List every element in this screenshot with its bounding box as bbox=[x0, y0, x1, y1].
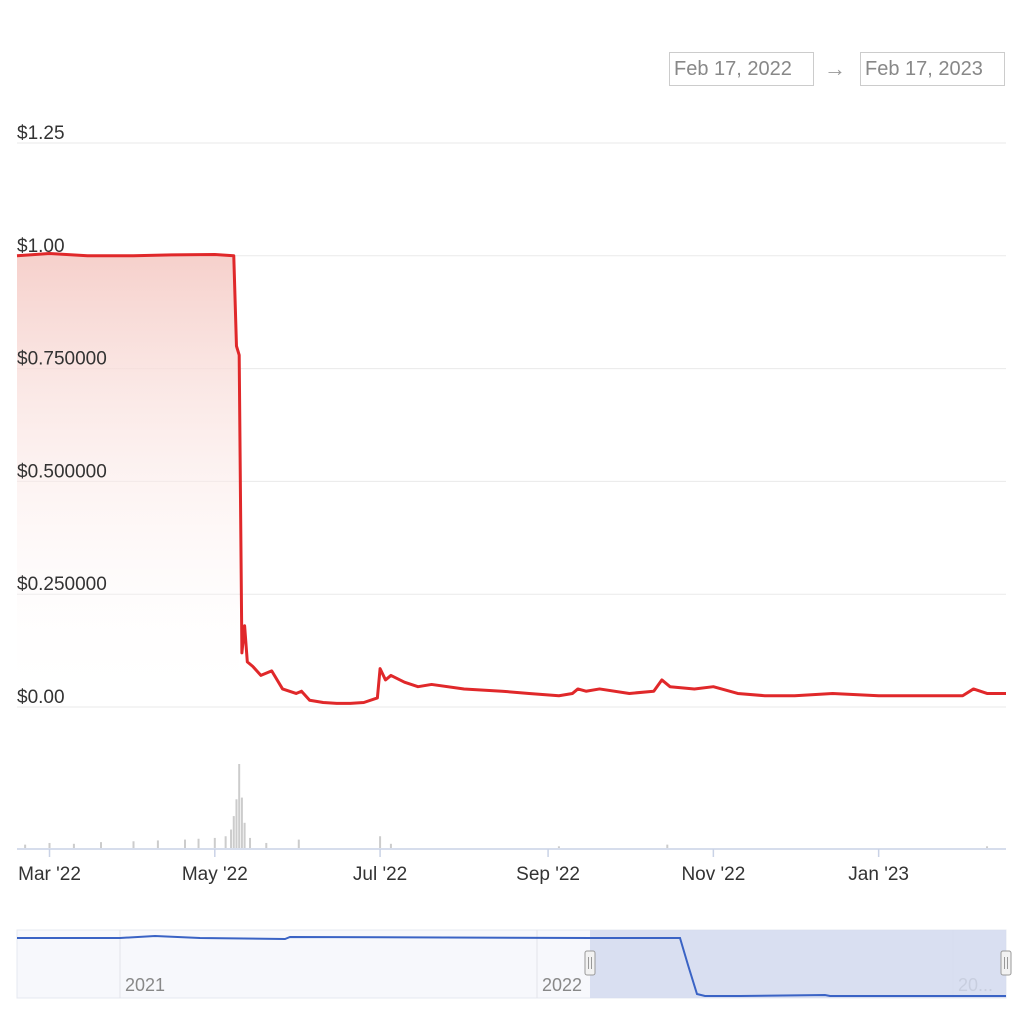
x-tick-label: Jan '23 bbox=[848, 864, 909, 885]
volume-bar bbox=[156, 840, 159, 848]
x-tick-label: Jul '22 bbox=[353, 864, 407, 885]
volume-bar bbox=[230, 829, 233, 848]
price-line bbox=[16, 252, 1006, 705]
volume-bar bbox=[232, 816, 235, 848]
volume-bar bbox=[132, 841, 135, 848]
volume-bar bbox=[379, 836, 382, 848]
navigator-handle-left[interactable] bbox=[584, 950, 596, 976]
x-tick-label: May '22 bbox=[182, 864, 248, 885]
navigator-selection[interactable] bbox=[590, 930, 1006, 998]
navigator-background bbox=[16, 929, 1007, 999]
volume-bar bbox=[265, 842, 268, 848]
volume-bar bbox=[243, 822, 246, 848]
volume-bar bbox=[240, 797, 243, 848]
volume-bar bbox=[297, 839, 300, 848]
volume-bar bbox=[213, 837, 216, 848]
y-tick-label: $0.00 bbox=[17, 687, 65, 708]
volume-bar bbox=[183, 839, 186, 848]
range-from-input[interactable]: Feb 17, 2022 bbox=[669, 52, 814, 86]
y-tick-label: $0.500000 bbox=[17, 461, 107, 482]
y-axis-labels: $1.25 $1.00 $0.750000 $0.500000 $0.250000 $0.… bbox=[17, 123, 107, 708]
range-to-input[interactable]: Feb 17, 2023 bbox=[860, 52, 1005, 86]
price-area-fill bbox=[17, 253, 240, 707]
volume-bar bbox=[389, 843, 392, 848]
x-axis: Mar '22 May '22 Jul '22 Sep '22 Nov '22 Jan '… bbox=[17, 848, 1006, 885]
volume-bar bbox=[235, 799, 238, 848]
navigator-label: 2021 bbox=[125, 975, 165, 995]
volume-bar bbox=[249, 837, 252, 848]
volume-bar bbox=[666, 844, 669, 848]
price-line-layer bbox=[16, 252, 1006, 705]
x-tick-label: Nov '22 bbox=[681, 864, 745, 885]
volume-bar bbox=[24, 844, 27, 848]
y-tick-label: $1.25 bbox=[17, 123, 65, 144]
price-area bbox=[17, 253, 240, 707]
volume-bar bbox=[197, 838, 200, 848]
grid-lines bbox=[17, 142, 1006, 708]
x-tick-label: Sep '22 bbox=[516, 864, 580, 885]
volume-bar bbox=[99, 842, 102, 848]
volume-bar bbox=[986, 846, 989, 848]
y-tick-label: $0.250000 bbox=[17, 574, 107, 595]
volume-bar bbox=[224, 836, 227, 848]
y-tick-label: $1.00 bbox=[17, 236, 65, 257]
navigator: 2021 2022 20... bbox=[16, 929, 1012, 999]
volume-bar bbox=[48, 842, 51, 848]
volume-bar bbox=[557, 846, 560, 848]
navigator-handle-right[interactable] bbox=[1000, 950, 1012, 976]
volume-bar bbox=[72, 843, 75, 848]
range-arrow-icon: → bbox=[824, 56, 846, 81]
navigator-label: 20... bbox=[958, 975, 993, 995]
volume-bars bbox=[24, 764, 989, 848]
navigator-line bbox=[17, 934, 1006, 997]
navigator-label: 2022 bbox=[542, 975, 582, 995]
volume-bar bbox=[238, 764, 241, 848]
x-tick-label: Mar '22 bbox=[18, 864, 81, 885]
y-tick-label: $0.750000 bbox=[17, 349, 107, 370]
